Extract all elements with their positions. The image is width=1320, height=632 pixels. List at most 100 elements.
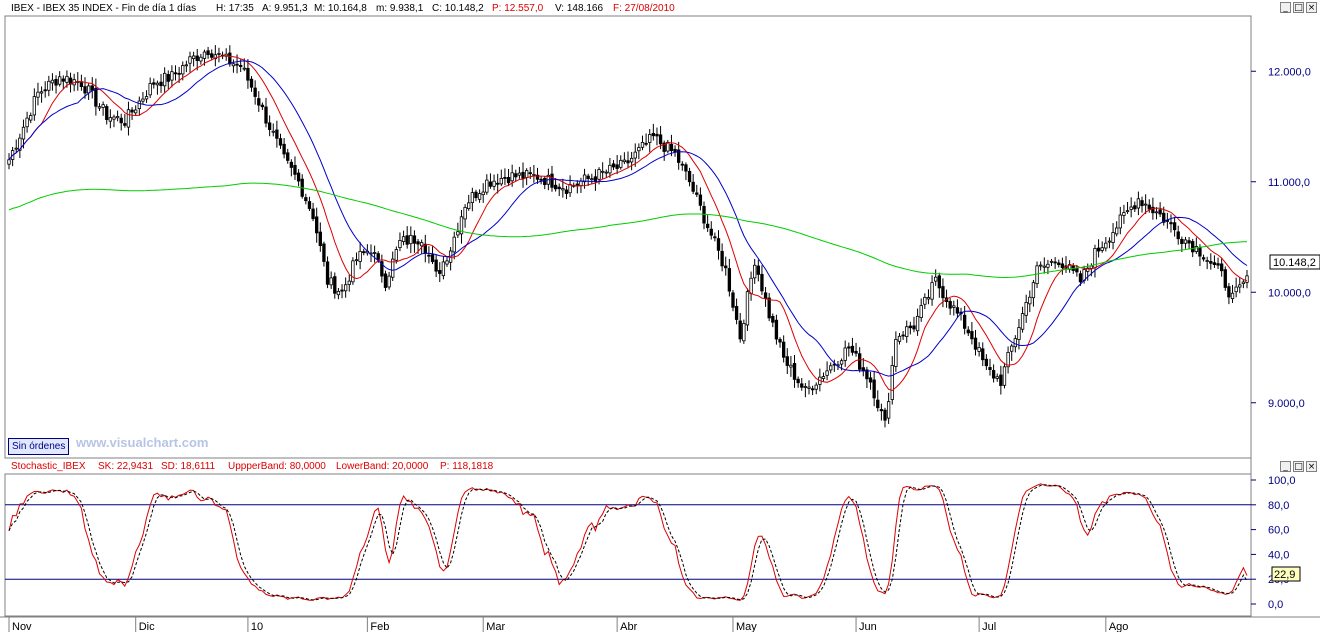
candle xyxy=(503,168,507,185)
candle xyxy=(854,342,858,357)
orders-status-button[interactable]: Sin órdenes xyxy=(8,438,70,455)
candle xyxy=(792,355,797,388)
candle xyxy=(991,364,996,383)
candle xyxy=(1017,318,1021,350)
moving-average-line xyxy=(8,60,1248,377)
candle xyxy=(695,184,699,198)
candle xyxy=(481,183,485,203)
candle xyxy=(1187,237,1191,249)
candle xyxy=(539,176,543,185)
candle xyxy=(1209,253,1213,270)
candle xyxy=(445,256,449,267)
stoch-minimize-button[interactable]: _ xyxy=(1280,461,1291,472)
candle xyxy=(130,107,134,120)
candle xyxy=(640,135,645,151)
candle xyxy=(829,362,833,374)
candle xyxy=(1006,346,1010,374)
candle xyxy=(977,342,981,357)
candle xyxy=(644,133,648,147)
stoch-close-button[interactable]: × xyxy=(1306,461,1317,472)
candle xyxy=(358,241,362,270)
candle xyxy=(934,269,938,286)
candle xyxy=(94,78,98,116)
candle xyxy=(1111,223,1115,250)
candle xyxy=(926,289,931,305)
candle xyxy=(282,138,286,159)
x-tick-label: Ago xyxy=(1109,621,1129,632)
candle xyxy=(698,187,703,211)
stoch-restore-button[interactable]: □ xyxy=(1293,461,1304,472)
candle xyxy=(307,196,312,212)
candle xyxy=(756,259,760,282)
stoch-name: Stochastic_IBEX xyxy=(11,461,86,472)
candle xyxy=(1024,294,1028,323)
candle xyxy=(463,204,467,228)
candle xyxy=(923,293,927,310)
candle xyxy=(981,342,985,367)
candle xyxy=(1191,238,1195,258)
candle xyxy=(83,77,87,99)
candle xyxy=(1002,362,1007,389)
candle xyxy=(213,45,218,67)
candle xyxy=(771,313,775,328)
candle xyxy=(1165,212,1170,229)
candle xyxy=(1031,279,1036,307)
candle xyxy=(1060,257,1065,275)
header-close: C: 10.148,2 xyxy=(432,3,484,14)
candle xyxy=(1136,191,1141,216)
candle xyxy=(1234,277,1238,298)
candle xyxy=(144,90,149,103)
candle xyxy=(868,371,873,390)
stoch-panel-frame xyxy=(4,473,1252,617)
candle xyxy=(1176,225,1180,245)
candle xyxy=(467,194,471,211)
candle xyxy=(325,256,330,289)
candle xyxy=(296,169,301,187)
price-tick-label: 9.000,0 xyxy=(1268,398,1305,410)
candle xyxy=(206,46,210,59)
candle xyxy=(865,366,869,389)
candle xyxy=(434,254,438,278)
price-minimize-button[interactable]: _ xyxy=(1280,2,1291,13)
x-tick-label: Jun xyxy=(859,621,877,632)
candle xyxy=(1212,255,1217,268)
x-tick-label: Jul xyxy=(982,621,996,632)
candle xyxy=(720,243,724,272)
x-tick-label: Mar xyxy=(486,621,505,632)
candle xyxy=(278,133,283,149)
price-restore-button[interactable]: □ xyxy=(1293,2,1304,13)
stoch-tick-label: 0,0 xyxy=(1268,599,1283,611)
header-low: m: 9.938,1 xyxy=(376,3,424,14)
candle xyxy=(1042,257,1046,274)
candle xyxy=(249,76,254,92)
moving-average-line xyxy=(8,182,1248,279)
candle xyxy=(340,284,344,299)
candle xyxy=(738,312,742,343)
candle xyxy=(894,331,898,372)
candle xyxy=(1057,259,1061,268)
price-close-button[interactable]: × xyxy=(1306,2,1317,13)
candle xyxy=(210,49,214,61)
stoch-tick-label: 60,0 xyxy=(1268,525,1289,537)
candle xyxy=(629,151,634,171)
candle xyxy=(666,139,670,154)
candle xyxy=(318,222,322,252)
candle xyxy=(61,75,65,90)
candle xyxy=(58,71,62,87)
header-volume: V: 148.166 xyxy=(555,3,603,14)
candle xyxy=(1104,236,1108,252)
candle xyxy=(915,308,920,336)
candle xyxy=(886,392,891,424)
candle xyxy=(29,112,33,124)
candle xyxy=(626,151,630,169)
candle xyxy=(499,169,503,187)
candle xyxy=(1122,204,1126,224)
candle xyxy=(760,265,764,296)
candle xyxy=(905,320,909,343)
candle xyxy=(79,74,84,91)
candle xyxy=(1158,202,1162,218)
candle xyxy=(879,403,884,421)
candle xyxy=(21,119,26,149)
candle xyxy=(901,330,905,340)
